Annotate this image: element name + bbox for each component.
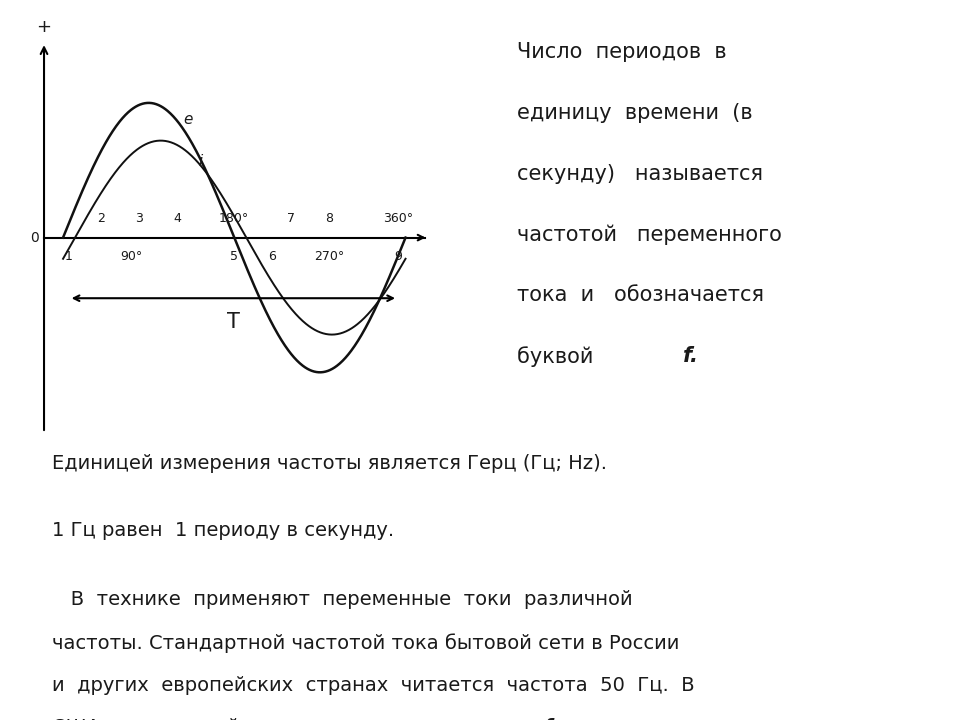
Text: = 60 Гц.: = 60 Гц. xyxy=(558,718,649,720)
Text: секунду)   называется: секунду) называется xyxy=(516,163,763,184)
Text: Число  периодов  в: Число периодов в xyxy=(516,42,727,62)
Text: 360°: 360° xyxy=(383,212,413,225)
Text: и  других  европейских  странах  читается  частота  50  Гц.  В: и других европейских странах читается ча… xyxy=(52,675,694,695)
Text: частотой   переменного: частотой переменного xyxy=(516,225,781,245)
Text: Единицей измерения частоты является Герц (Гц; Hz).: Единицей измерения частоты является Герц… xyxy=(52,454,607,473)
Text: T: T xyxy=(227,312,240,332)
Text: 6: 6 xyxy=(269,250,276,263)
Text: 4: 4 xyxy=(173,212,181,225)
Text: 9: 9 xyxy=(394,250,402,263)
Text: 90°: 90° xyxy=(120,250,143,263)
Text: частоты. Стандартной частотой тока бытовой сети в России: частоты. Стандартной частотой тока бытов… xyxy=(52,633,679,652)
Text: буквой: буквой xyxy=(516,346,600,366)
Text: f.: f. xyxy=(683,346,699,366)
Text: 270°: 270° xyxy=(314,250,345,263)
Text: i: i xyxy=(198,155,203,169)
Text: 0: 0 xyxy=(30,230,39,245)
Text: 7: 7 xyxy=(287,212,296,225)
Text: 5: 5 xyxy=(230,250,238,263)
Text: единицу  времени  (в: единицу времени (в xyxy=(516,103,753,123)
Text: +: + xyxy=(36,17,52,35)
Text: e: e xyxy=(183,112,192,127)
Text: В  технике  применяют  переменные  токи  различной: В технике применяют переменные токи разл… xyxy=(52,590,633,609)
Text: тока  и   обозначается: тока и обозначается xyxy=(516,285,764,305)
Text: f: f xyxy=(543,718,552,720)
Text: 2: 2 xyxy=(97,212,105,225)
Text: 1: 1 xyxy=(65,250,73,263)
Text: США стандартной является частота: США стандартной является частота xyxy=(52,718,432,720)
Text: 8: 8 xyxy=(325,212,333,225)
Text: 3: 3 xyxy=(135,212,143,225)
Text: 1 Гц равен  1 периоду в секунду.: 1 Гц равен 1 периоду в секунду. xyxy=(52,521,394,540)
Text: 180°: 180° xyxy=(219,212,250,225)
